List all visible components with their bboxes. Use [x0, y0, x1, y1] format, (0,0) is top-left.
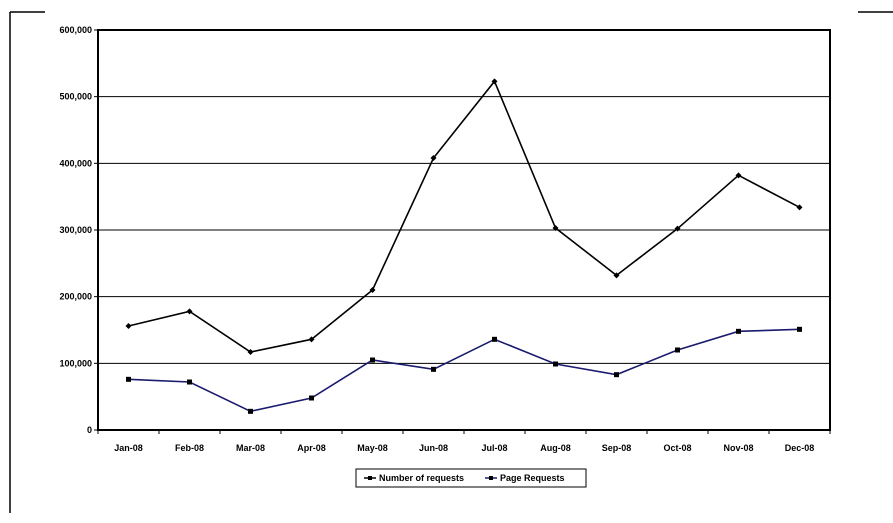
- data-point-page-requests: [126, 376, 131, 382]
- x-tick-label: Jun-08: [419, 443, 448, 453]
- y-tick-label: 200,000: [59, 292, 92, 302]
- data-point-number-of-requests: [613, 272, 620, 279]
- series-line-number-of-requests: [128, 79, 800, 353]
- data-point-page-requests: [675, 347, 680, 353]
- x-tick-label: Oct-08: [663, 443, 691, 453]
- series-group: [125, 78, 803, 414]
- x-axis-ticks: Jan-08 Feb-08 Mar-08 Apr-08 May-08 Jun-08 Jul-…: [97, 430, 831, 453]
- data-point-number-of-requests: [735, 172, 742, 179]
- y-tick-label: 600,000: [59, 25, 92, 35]
- x-tick-label: Feb-08: [175, 443, 204, 453]
- legend-label-page-requests: Page Requests: [500, 473, 565, 483]
- legend-marker-number-of-requests: [368, 476, 372, 480]
- data-point-number-of-requests: [491, 78, 498, 85]
- x-tick-label: May-08: [357, 443, 388, 453]
- data-point-page-requests: [248, 408, 253, 414]
- x-tick-label: Sep-08: [602, 443, 632, 453]
- data-point-page-requests: [492, 336, 497, 342]
- data-point-number-of-requests: [369, 287, 376, 293]
- legend-marker-page-requests: [489, 476, 493, 480]
- data-point-number-of-requests: [796, 204, 803, 211]
- data-point-page-requests: [309, 395, 314, 401]
- series-line-page-requests: [128, 328, 800, 413]
- x-tick-label: Nov-08: [723, 443, 753, 453]
- y-tick-label: 500,000: [59, 92, 92, 102]
- x-tick-label: Aug-08: [540, 443, 571, 453]
- legend-label-number-of-requests: Number of requests: [379, 473, 464, 483]
- data-point-page-requests: [187, 379, 192, 385]
- y-tick-label: 400,000: [59, 158, 92, 168]
- x-tick-label: Mar-08: [236, 443, 265, 453]
- data-point-page-requests: [614, 372, 619, 378]
- data-point-number-of-requests: [430, 155, 437, 161]
- data-point-page-requests: [736, 328, 741, 334]
- data-point-number-of-requests: [674, 225, 681, 232]
- legend: Number of requests Page Requests: [355, 468, 587, 488]
- data-point-number-of-requests: [308, 336, 315, 343]
- x-tick-label: Dec-08: [785, 443, 815, 453]
- data-point-number-of-requests: [186, 308, 193, 315]
- data-point-page-requests: [797, 326, 802, 332]
- data-point-number-of-requests: [552, 225, 559, 231]
- x-tick-label: Jan-08: [114, 443, 143, 453]
- x-tick-label: Apr-08: [297, 443, 326, 453]
- x-tick-label: Jul-08: [481, 443, 507, 453]
- legend-box: [355, 468, 587, 488]
- data-point-page-requests: [370, 357, 375, 363]
- gridlines: [98, 96, 830, 364]
- data-point-number-of-requests: [125, 323, 132, 329]
- y-axis-ticks: 0 100,000 200,000 300,000 400,000 500,000 600,…: [59, 25, 98, 435]
- y-tick-label: 300,000: [59, 225, 92, 235]
- y-tick-label: 100,000: [59, 358, 92, 368]
- data-point-page-requests: [431, 366, 436, 372]
- data-point-page-requests: [553, 361, 558, 367]
- y-tick-label: 0: [87, 425, 92, 435]
- data-point-number-of-requests: [247, 349, 254, 355]
